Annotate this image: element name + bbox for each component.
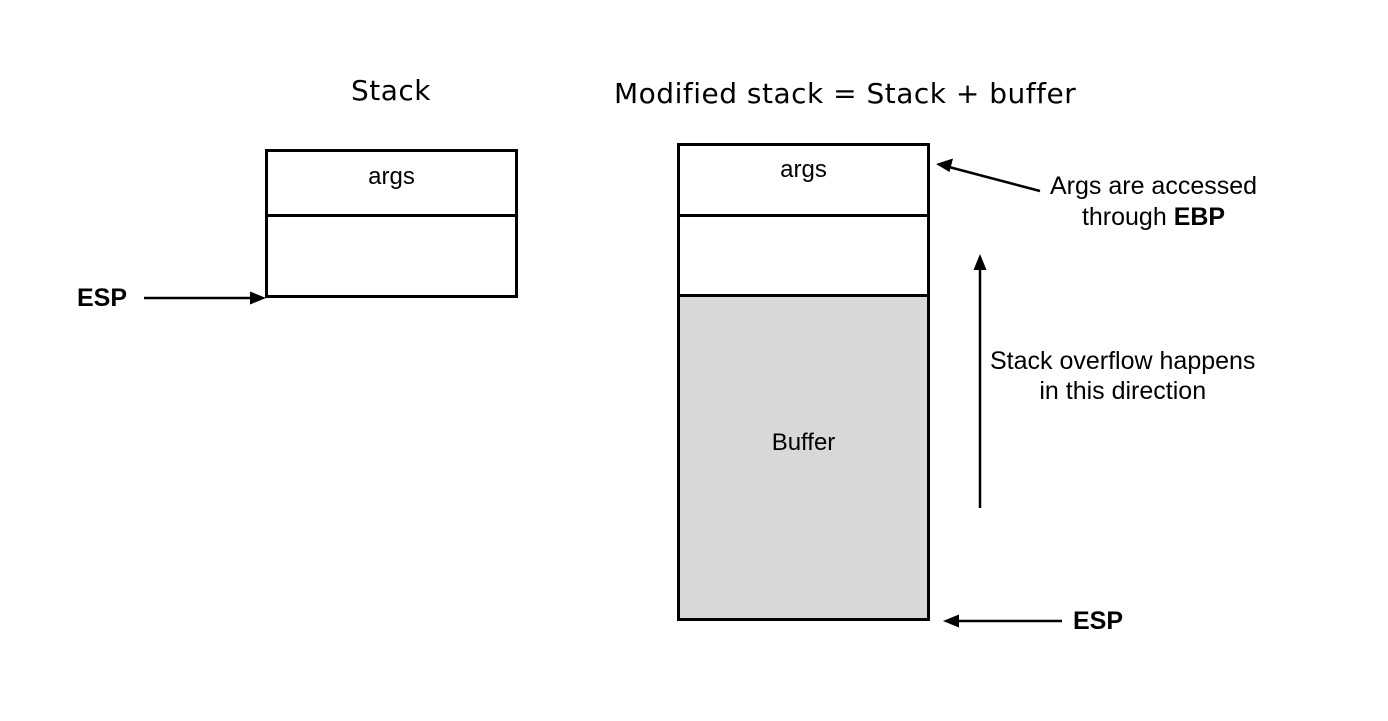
modified-empty-cell — [680, 217, 927, 297]
buffer-cell: Buffer — [680, 297, 927, 618]
modified-args-label: args — [780, 156, 827, 183]
modified-esp-label: ESP — [1073, 607, 1124, 635]
stack-esp-arrow — [144, 291, 266, 305]
args-access-note-line2: through EBP — [1050, 202, 1257, 233]
stack-esp-label: ESP — [77, 284, 128, 312]
ebp-label: EBP — [1173, 203, 1226, 231]
modified-stack-title: Modified stack = Stack + buffer — [614, 77, 1077, 110]
modified-esp-arrow — [943, 614, 1062, 628]
args-access-note: Args are accessed through EBP — [1050, 171, 1257, 233]
stack-args-cell: args — [268, 152, 515, 217]
overflow-note-line2: in this direction — [1039, 377, 1207, 405]
modified-stack-box: args Buffer — [677, 143, 930, 621]
overflow-note: Stack overflow happens in this direction — [990, 346, 1255, 406]
args-access-note-line1: Args are accessed — [1050, 172, 1258, 200]
buffer-label: Buffer — [771, 428, 836, 456]
args-access-arrow — [936, 158, 1041, 193]
stack-box: args — [265, 149, 518, 298]
stack-title: Stack — [351, 74, 432, 107]
overflow-direction-arrow — [973, 254, 987, 508]
overflow-note-line1: Stack overflow happens — [990, 347, 1256, 375]
stack-args-label: args — [368, 163, 415, 190]
modified-args-cell: args — [680, 146, 927, 217]
args-access-note-through: through — [1081, 203, 1167, 231]
